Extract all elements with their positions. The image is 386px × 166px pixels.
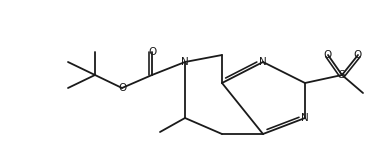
Text: O: O [148, 47, 156, 57]
Text: O: O [354, 50, 362, 60]
Text: O: O [324, 50, 332, 60]
Text: S: S [339, 70, 345, 80]
Text: N: N [301, 113, 309, 123]
Text: O: O [118, 83, 126, 93]
Text: N: N [259, 57, 267, 67]
Text: N: N [181, 57, 189, 67]
